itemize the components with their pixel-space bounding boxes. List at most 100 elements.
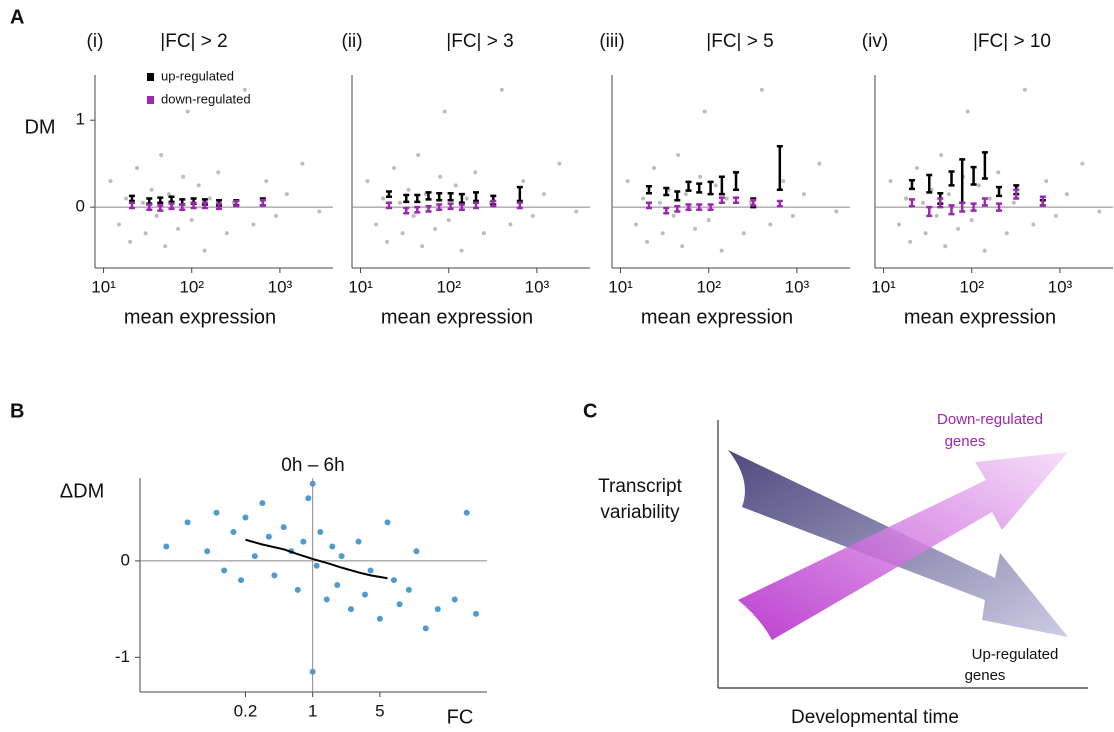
chart-title: |FC| > 10 — [973, 31, 1051, 52]
point — [124, 196, 129, 201]
x-label: mean expression — [904, 306, 1056, 328]
point — [251, 553, 258, 560]
error-bar — [663, 186, 670, 197]
chart-title: 0h – 6h — [281, 455, 344, 476]
subpanel-label: (iii) — [599, 31, 624, 52]
point — [374, 222, 379, 227]
point — [939, 152, 944, 157]
point — [264, 179, 269, 184]
point — [251, 222, 256, 227]
point — [641, 196, 646, 201]
point — [259, 500, 266, 507]
legend-label: down-regulated — [161, 91, 251, 106]
point — [242, 87, 247, 92]
point — [329, 543, 336, 550]
point — [181, 174, 186, 179]
point — [202, 248, 207, 253]
point — [702, 109, 707, 114]
error-bar — [696, 203, 703, 212]
point — [406, 187, 411, 192]
point — [294, 586, 301, 593]
point — [1044, 179, 1049, 184]
point — [1064, 192, 1069, 197]
point — [433, 226, 438, 231]
point — [741, 231, 746, 236]
error-bar — [516, 185, 523, 203]
error-bar — [146, 203, 153, 212]
error-bar — [157, 204, 164, 212]
error-bar — [959, 158, 966, 205]
point — [464, 196, 469, 201]
error-bar — [1013, 188, 1020, 200]
error-bar — [926, 205, 933, 218]
x-tick-label: 10² — [436, 277, 461, 296]
x-tick-label: 5 — [375, 701, 384, 720]
point — [956, 226, 961, 231]
point — [271, 572, 278, 579]
y-label: DM — [24, 116, 55, 138]
point — [1004, 231, 1009, 236]
error-bar — [168, 202, 175, 211]
error-bar — [516, 201, 523, 210]
x-tick-label: 1 — [308, 701, 317, 720]
error-bar — [425, 205, 432, 213]
error-bar — [473, 191, 480, 203]
point — [473, 610, 480, 617]
error-bar — [259, 198, 266, 207]
error-bar — [403, 206, 410, 215]
point — [499, 87, 504, 92]
x-tick-label: 10³ — [525, 277, 550, 296]
point — [189, 218, 194, 223]
point — [242, 514, 249, 521]
point — [915, 166, 920, 171]
error-bar — [385, 190, 392, 198]
point — [355, 538, 362, 545]
point — [1031, 222, 1036, 227]
error-bar — [645, 185, 652, 195]
point — [817, 161, 822, 166]
error-bar — [473, 201, 480, 210]
x-tick-label: 0.2 — [234, 701, 258, 720]
error-bar — [685, 203, 692, 212]
y-tick-label: 0 — [121, 550, 130, 569]
up-label: genes — [965, 667, 1006, 684]
panel-label: B — [10, 400, 24, 422]
legend-marker — [147, 73, 154, 81]
point — [230, 528, 237, 535]
error-bar — [190, 201, 197, 210]
point — [508, 222, 513, 227]
point — [908, 239, 913, 244]
point — [300, 538, 307, 545]
subpanel-label: (i) — [87, 31, 104, 52]
point — [317, 528, 324, 535]
error-bar — [908, 198, 915, 208]
point — [149, 187, 154, 192]
point — [982, 248, 987, 253]
point — [557, 161, 562, 166]
point — [140, 200, 145, 205]
point — [313, 562, 320, 569]
point — [216, 170, 221, 175]
y-label: Transcript — [598, 476, 682, 497]
x-tick-label: 10² — [959, 277, 984, 296]
trend-line — [245, 538, 388, 580]
subpanel-label: (iv) — [862, 31, 888, 52]
point — [176, 226, 181, 231]
point — [660, 231, 665, 236]
point — [680, 244, 685, 249]
point — [338, 553, 345, 560]
point — [453, 183, 458, 188]
point — [446, 218, 451, 223]
panel-c: C Transcript variability Developmental t… — [583, 400, 1088, 728]
error-bar — [128, 194, 135, 203]
error-bar — [168, 195, 175, 204]
point — [481, 231, 486, 236]
point — [347, 606, 354, 613]
point — [459, 248, 464, 253]
error-bar — [948, 204, 955, 216]
point — [706, 218, 711, 223]
point — [411, 213, 416, 218]
error-bar — [996, 185, 1003, 198]
